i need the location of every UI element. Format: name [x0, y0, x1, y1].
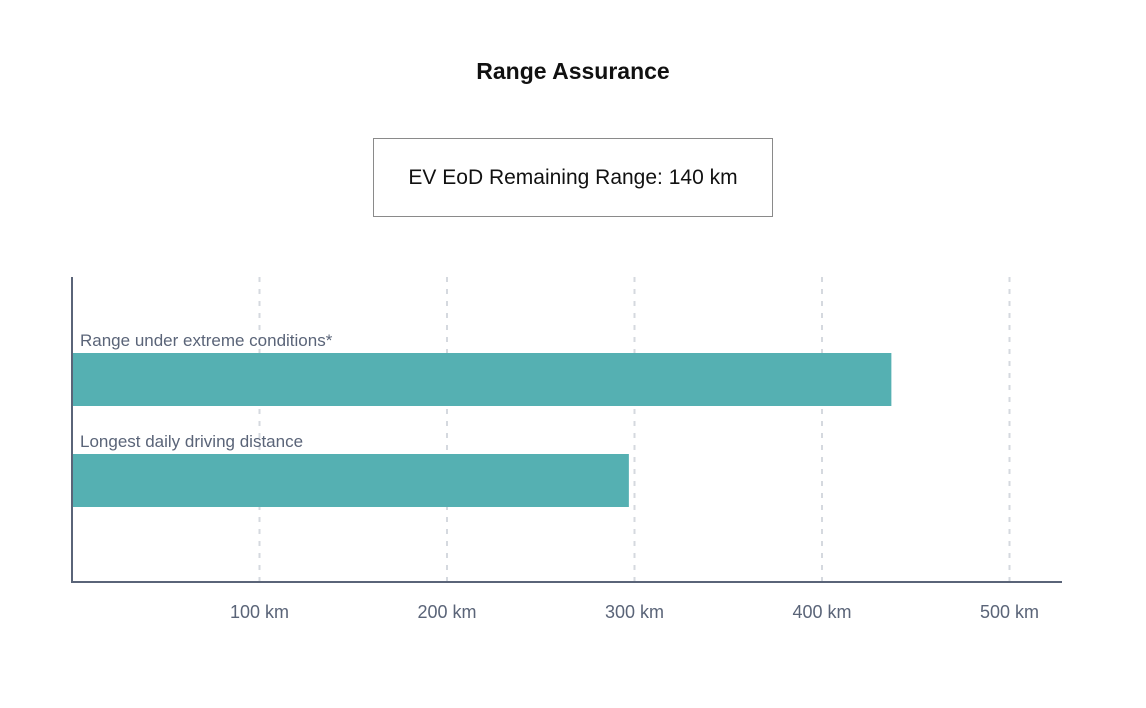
- x-tick-label: 500 km: [980, 602, 1039, 622]
- bar-category-label: Range under extreme conditions*: [80, 331, 333, 350]
- x-tick-label: 400 km: [792, 602, 851, 622]
- tick-labels: 100 km 200 km 300 km 400 km 500 km: [230, 602, 1039, 622]
- grid-lines: [258, 277, 1011, 582]
- chart-title: Range Assurance: [476, 58, 670, 84]
- bars: Range under extreme conditions* Longest d…: [72, 331, 892, 507]
- bar: [72, 353, 892, 406]
- x-tick-label: 200 km: [417, 602, 476, 622]
- x-tick-label: 300 km: [605, 602, 664, 622]
- x-tick-label: 100 km: [230, 602, 289, 622]
- axes: [71, 277, 1062, 583]
- remaining-range-text: EV EoD Remaining Range: 140 km: [408, 165, 738, 189]
- remaining-range-box: EV EoD Remaining Range: 140 km: [373, 138, 773, 217]
- bar: [72, 454, 629, 507]
- bar-category-label: Longest daily driving distance: [80, 432, 303, 451]
